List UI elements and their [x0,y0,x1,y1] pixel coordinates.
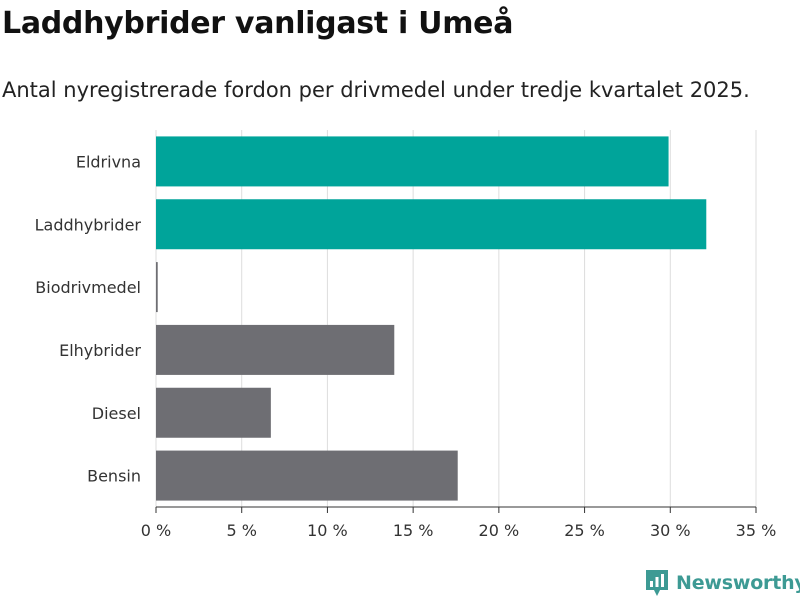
brand-name: Newsworthy [676,572,800,594]
x-tick-label: 0 % [141,521,171,540]
category-label: Diesel [92,404,141,423]
x-tick-label: 35 % [736,521,777,540]
category-label: Biodrivmedel [35,278,141,297]
x-tick-label: 15 % [393,521,434,540]
category-label: Eldrivna [76,152,141,171]
gridlines [155,130,757,507]
category-label: Laddhybrider [35,215,142,234]
bar-elhybrider [156,324,395,375]
bar-eldrivna [156,136,669,187]
chart-subtitle: Antal nyregistrerade fordon per drivmede… [2,78,750,102]
bar-biodrivmedel [156,262,158,313]
category-label: Elhybrider [59,341,141,360]
category-labels: Eldrivna Laddhybrider Biodrivmedel Elhybrid… [35,152,142,485]
bar-diesel [156,387,271,438]
x-tick-label: 25 % [564,521,605,540]
bar-laddhybrider [156,199,707,250]
bars [156,136,707,501]
x-tick-label: 10 % [307,521,348,540]
x-tick-label: 20 % [479,521,520,540]
chart-title: Laddhybrider vanligast i Umeå [2,6,514,41]
bar-chart: Eldrivna Laddhybrider Biodrivmedel Elhybrid… [35,130,777,540]
x-tick-label: 30 % [650,521,691,540]
brand-logo: Newsworthy [644,568,800,598]
bar-bensin [156,450,458,501]
newsworthy-logo-icon [646,570,668,596]
x-tick-label: 5 % [226,521,256,540]
category-label: Bensin [87,467,141,486]
x-axis: 0 % 5 % 10 % 15 % 20 % 25 % 30 % 35 % [141,506,777,540]
